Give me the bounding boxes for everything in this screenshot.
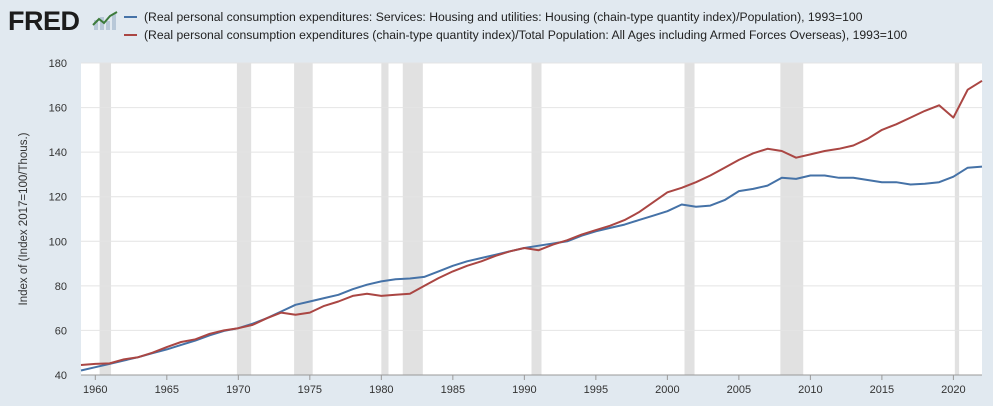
x-tick-label: 1990 bbox=[512, 384, 536, 396]
x-tick-label: 1975 bbox=[298, 384, 322, 396]
legend-label-series-2: (Real personal consumption expenditures … bbox=[144, 28, 908, 42]
x-tick-label: 2000 bbox=[655, 384, 679, 396]
legend-item-series-2[interactable]: (Real personal consumption expenditures … bbox=[124, 26, 907, 44]
y-tick-label: 40 bbox=[55, 370, 67, 382]
y-tick-label: 140 bbox=[49, 147, 67, 159]
recession-band bbox=[684, 63, 695, 375]
legend-swatch-series-2 bbox=[124, 34, 137, 36]
recession-band bbox=[954, 63, 960, 375]
x-tick-label: 2015 bbox=[870, 384, 894, 396]
recession-band bbox=[381, 63, 389, 375]
y-tick-label: 160 bbox=[49, 103, 67, 115]
series-line-2 bbox=[80, 79, 983, 366]
legend-swatch-series-1 bbox=[124, 16, 137, 18]
legend-label-series-1: (Real personal consumption expenditures:… bbox=[144, 10, 863, 24]
recession-band bbox=[99, 63, 112, 375]
recession-band bbox=[402, 63, 423, 375]
recession-band bbox=[531, 63, 542, 375]
recession-band bbox=[780, 63, 804, 375]
y-tick-label: 180 bbox=[49, 58, 67, 70]
x-tick-label: 1970 bbox=[226, 384, 250, 396]
y-tick-label: 60 bbox=[55, 325, 67, 337]
x-tick-label: 1995 bbox=[584, 384, 608, 396]
x-tick-label: 1980 bbox=[369, 384, 393, 396]
fred-chart-icon bbox=[92, 10, 118, 32]
chart-header: FRED (Real personal consumption expendit… bbox=[0, 0, 993, 56]
x-tick-label: 2005 bbox=[727, 384, 751, 396]
y-tick-label: 120 bbox=[49, 192, 67, 204]
x-tick-label: 1965 bbox=[155, 384, 179, 396]
chart-legend: (Real personal consumption expenditures:… bbox=[124, 8, 907, 44]
fred-logo[interactable]: FRED bbox=[8, 6, 80, 36]
recession-band bbox=[294, 63, 313, 375]
x-tick-label: 2010 bbox=[798, 384, 822, 396]
x-tick-label: 1985 bbox=[441, 384, 465, 396]
y-tick-label: 100 bbox=[49, 236, 67, 248]
x-tick-label: 1960 bbox=[83, 384, 107, 396]
legend-item-series-1[interactable]: (Real personal consumption expenditures:… bbox=[124, 8, 907, 26]
x-tick-label: 2020 bbox=[941, 384, 965, 396]
y-axis-title: Index of (Index 2017=100/Thous.) bbox=[18, 132, 30, 305]
recession-band bbox=[236, 63, 252, 375]
y-tick-label: 80 bbox=[55, 281, 67, 293]
